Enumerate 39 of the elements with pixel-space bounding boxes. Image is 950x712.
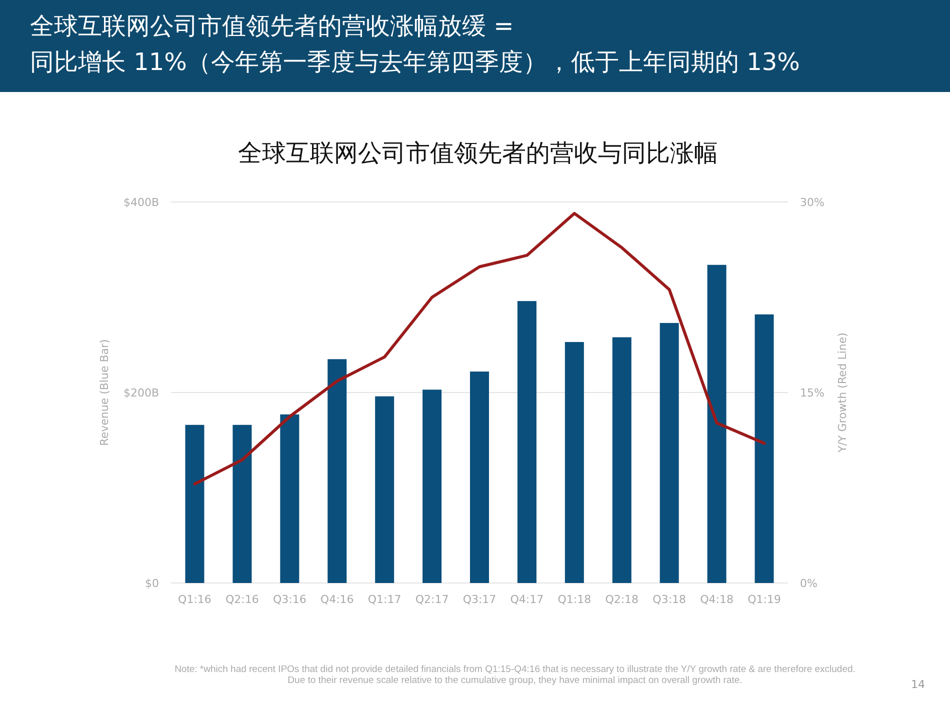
x-tick-label: Q1:18 bbox=[558, 593, 592, 606]
bar bbox=[185, 424, 204, 583]
chart-title: 全球互联网公司市值领先者的营收涨幅放缓 = 同比增长 11%（今年第一季度与去年第四季度），低于上年同期的 13% bbox=[30, 12, 800, 76]
x-tick-label: Q1:19 bbox=[748, 593, 781, 606]
bar bbox=[754, 314, 774, 583]
bar bbox=[612, 337, 632, 583]
x-tick-label: Q3:17 bbox=[462, 593, 496, 606]
y-tick-label: $200B bbox=[123, 386, 159, 400]
text: Note: *which had recent IPOs that did not provide detailed financials from Q1:15-Q4:16 that is necessary to illustrate the Y/Y growth rate & are therefore excluded. Due to their revenue scale relative to the cumulative group, they have minimal impact on overall growth rate. bbox=[174, 664, 856, 686]
bar bbox=[707, 264, 726, 583]
y-axis-title: Revenue (Blue Bar) bbox=[98, 339, 111, 446]
bar bbox=[470, 372, 489, 583]
bar bbox=[280, 414, 300, 583]
x-tick-label: Q3:18 bbox=[652, 593, 686, 606]
x-tick-label: Q3:16 bbox=[272, 593, 306, 606]
y-tick-label: $0 bbox=[145, 577, 159, 590]
chart-subtitle: 全球互联网公司市值领先者的营收与同比涨幅 bbox=[238, 139, 718, 167]
bar bbox=[422, 390, 442, 583]
x-tick-label: Q2:18 bbox=[605, 593, 639, 606]
x-tick-label: Q4:17 bbox=[510, 593, 544, 606]
x-tick-label: Q4:18 bbox=[700, 593, 734, 606]
bar bbox=[232, 424, 252, 583]
text: 14 bbox=[911, 678, 925, 691]
bar bbox=[564, 342, 584, 583]
y-tick-label: $400B bbox=[123, 196, 159, 209]
y2-axis-title: Y/Y Growth (Red Line) bbox=[836, 332, 849, 454]
x-tick-label: Q1:16 bbox=[178, 593, 212, 606]
bar bbox=[660, 322, 679, 583]
bar bbox=[375, 396, 394, 583]
x-tick-label: Q2:17 bbox=[415, 593, 449, 606]
y2-tick-label: 15% bbox=[800, 386, 824, 400]
line-series bbox=[193, 212, 766, 486]
x-tick-label: Q1:17 bbox=[368, 593, 402, 606]
y2-tick-label: 0% bbox=[800, 577, 818, 590]
bar bbox=[328, 359, 347, 583]
x-tick-label: Q2:16 bbox=[226, 593, 259, 606]
bar bbox=[517, 301, 536, 583]
x-tick-label: Q4:16 bbox=[320, 593, 354, 606]
y2-tick-label: 30% bbox=[800, 196, 824, 209]
